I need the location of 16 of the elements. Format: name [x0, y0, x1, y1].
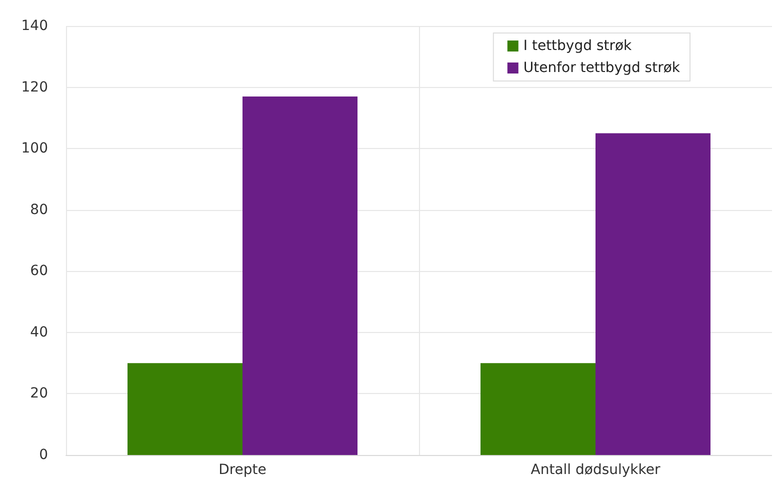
x-tick-label: Drepte	[218, 462, 266, 478]
y-tick-label: 120	[21, 79, 48, 96]
y-tick-label: 40	[30, 324, 48, 340]
bar	[242, 96, 358, 455]
bar	[480, 363, 596, 455]
y-tick-label: 100	[21, 140, 48, 157]
y-tick-label: 80	[30, 202, 48, 218]
y-tick-label: 140	[21, 18, 48, 34]
y-tick-label: 60	[30, 263, 48, 280]
bar	[596, 133, 710, 455]
y-tick-label: 0	[39, 447, 48, 463]
x-tick-label: Antall dødsulykker	[530, 462, 660, 478]
bar	[128, 363, 242, 455]
y-tick-label: 20	[30, 386, 48, 402]
legend-label: I tettbygd strøk	[523, 38, 633, 54]
legend-label: Utenfor tettbygd strøk	[523, 60, 681, 76]
